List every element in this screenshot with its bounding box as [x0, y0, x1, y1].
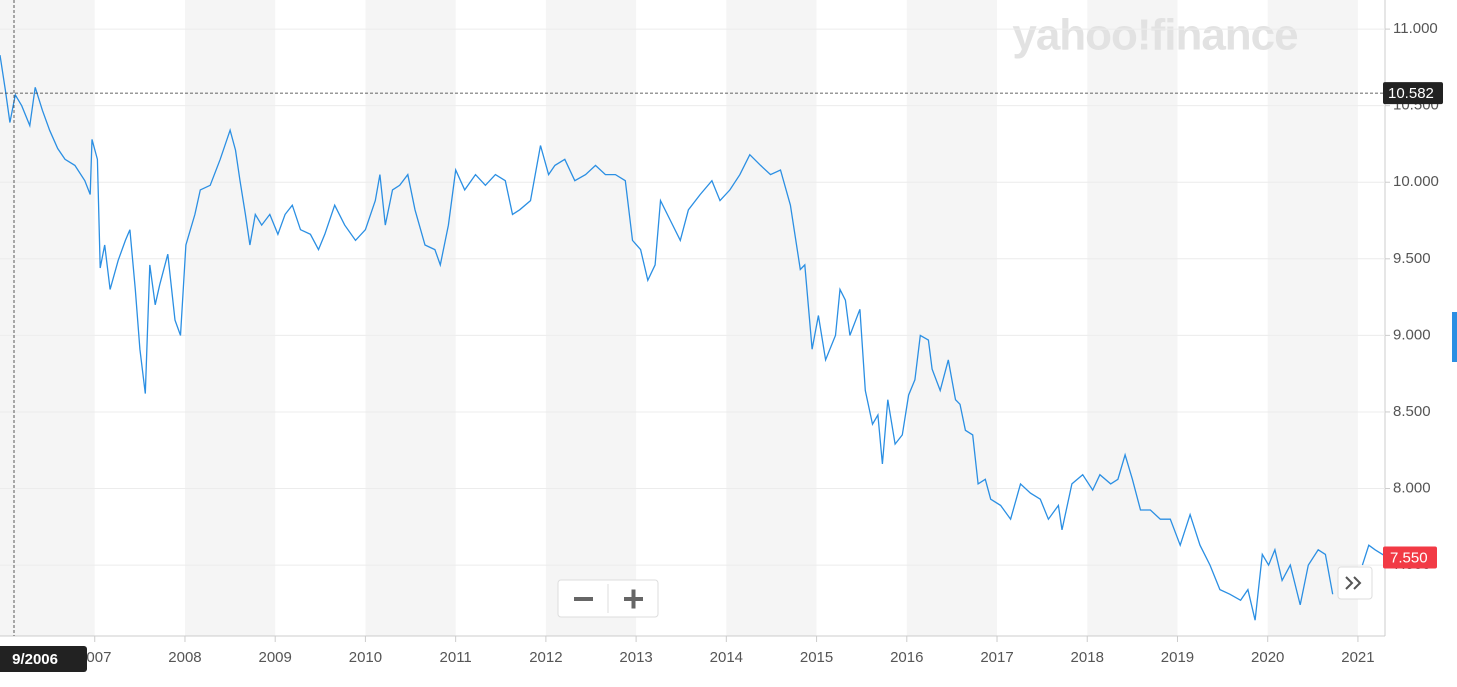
zoom-in-vertical [631, 589, 636, 609]
x-tick-label: 2017 [980, 649, 1013, 666]
x-tick-label: 2013 [619, 649, 652, 666]
year-band [365, 0, 456, 636]
x-tick-label: 2012 [529, 649, 562, 666]
year-band [184, 0, 276, 636]
y-tick-label: 9.000 [1393, 326, 1431, 343]
watermark: yahoo!finance [1012, 11, 1297, 60]
year-band [906, 0, 998, 636]
zoom-controls[interactable] [557, 579, 659, 618]
price-line [0, 55, 1386, 621]
y-tick-label: 8.000 [1393, 479, 1431, 496]
x-tick-label: 2016 [890, 649, 923, 666]
y-tick-label: 8.500 [1393, 403, 1431, 420]
x-tick-label: 2021 [1341, 649, 1374, 666]
y-tick-label: 10.000 [1393, 173, 1439, 190]
side-handle[interactable] [1452, 312, 1457, 362]
crosshair-value-box [1383, 82, 1443, 105]
x-tick-label: 2014 [710, 649, 743, 666]
scroll-box [1337, 566, 1373, 600]
x-tick-label: 2019 [1161, 649, 1194, 666]
last-price-box [1383, 546, 1437, 569]
y-tick-label: 9.500 [1393, 250, 1431, 267]
last-price-label: 7.550 [1390, 549, 1428, 566]
crosshair-date-box [0, 646, 87, 672]
x-tick-label: 2011 [440, 649, 472, 666]
scroll-right-button[interactable] [1337, 566, 1373, 600]
x-tick-label: 2020 [1251, 649, 1284, 666]
x-tick-label: 2009 [259, 649, 292, 666]
x-tick-label: 2008 [168, 649, 201, 666]
year-band [545, 0, 637, 636]
x-tick-label: 2010 [349, 649, 382, 666]
year-band [726, 0, 817, 636]
crosshair-date-label: 9/2006 [12, 651, 58, 668]
crosshair-value-label: 10.582 [1388, 85, 1434, 102]
chevrons [1345, 576, 1362, 590]
y-tick-label: 11.000 [1393, 20, 1438, 37]
zoom-out[interactable] [574, 597, 593, 601]
x-tick-label: 2015 [800, 649, 833, 666]
year-band [1087, 0, 1178, 636]
year-band [1267, 0, 1358, 636]
x-tick-label: 2018 [1071, 649, 1104, 666]
